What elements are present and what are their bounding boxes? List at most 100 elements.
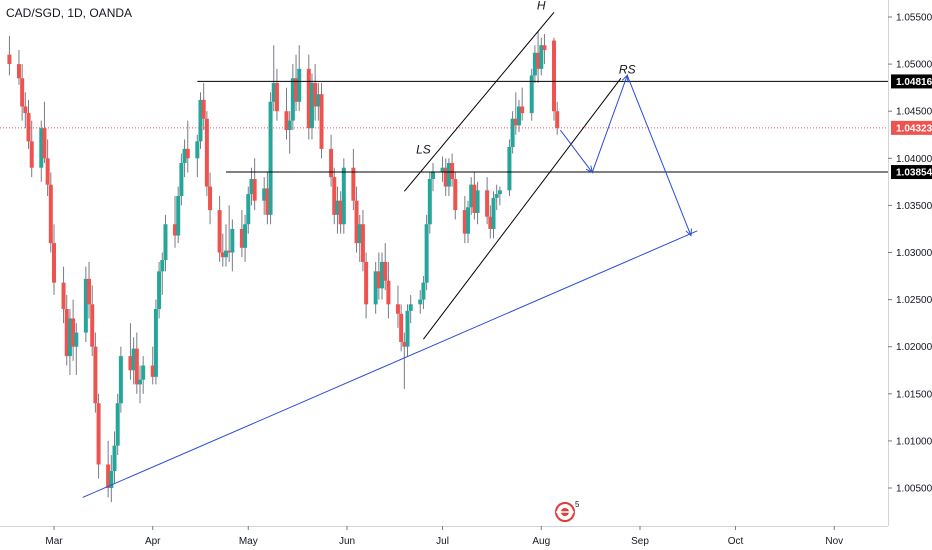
candle-body xyxy=(316,94,321,107)
y-tick-label: 1.01000 xyxy=(896,436,932,447)
candle-body xyxy=(204,118,209,187)
candle xyxy=(115,393,120,456)
candle xyxy=(157,261,162,319)
candle-body xyxy=(208,186,213,211)
candle-body xyxy=(472,184,477,213)
candle xyxy=(395,285,400,328)
candle xyxy=(294,54,299,112)
x-tick-label: Jul xyxy=(436,536,449,547)
candle-body xyxy=(265,188,270,215)
candle-body xyxy=(539,45,544,69)
candle xyxy=(306,54,311,140)
candle-body xyxy=(128,356,133,371)
candle xyxy=(48,172,53,253)
candle xyxy=(446,158,451,196)
annotations-layer: LS H RS xyxy=(416,0,636,157)
price-axis[interactable]: 1.00500 1.01000 1.01500 1.02000 1.02500 1.030… xyxy=(888,13,932,495)
pattern-label: LS xyxy=(416,143,431,157)
candle-body xyxy=(466,207,471,234)
chart-title: CAD/SGD, 1D, OANDA xyxy=(6,6,133,20)
projection-arrowhead xyxy=(621,74,629,83)
candle-body xyxy=(268,101,273,215)
candle xyxy=(249,167,254,206)
candle-body xyxy=(61,282,66,310)
trendline[interactable] xyxy=(403,11,555,192)
candle xyxy=(201,82,206,131)
x-tick-label: Oct xyxy=(728,536,744,547)
candle xyxy=(488,205,493,239)
candle-body xyxy=(313,82,318,107)
candle-body xyxy=(198,99,203,142)
candle-body xyxy=(163,224,168,261)
candle xyxy=(469,177,474,215)
candle-body xyxy=(424,224,429,283)
candle-body xyxy=(309,82,314,129)
candle xyxy=(185,120,190,173)
candle xyxy=(335,186,340,234)
candle xyxy=(16,49,21,85)
candle xyxy=(373,261,378,314)
candle-body xyxy=(440,167,445,173)
y-tick-label: 1.05000 xyxy=(896,60,932,71)
candle-body xyxy=(20,78,25,107)
candle-body xyxy=(427,179,432,225)
price-badge-bg xyxy=(891,165,932,180)
projection-path[interactable] xyxy=(559,73,692,236)
candle xyxy=(430,163,435,192)
candle-body xyxy=(532,52,537,76)
candle-body xyxy=(408,304,413,311)
candle xyxy=(329,134,334,187)
time-axis[interactable]: Mar Apr May Jun Jul Aug Sep Oct Nov xyxy=(45,526,843,547)
candle-body xyxy=(262,188,267,201)
candle-body xyxy=(249,179,254,195)
candle-body xyxy=(297,68,302,102)
candle-body xyxy=(332,177,337,215)
candle xyxy=(23,92,28,129)
y-tick-label: 1.02500 xyxy=(896,295,932,306)
candle-body xyxy=(354,200,359,244)
trendline[interactable] xyxy=(82,230,698,498)
candle-body xyxy=(160,260,165,272)
x-tick-label: Mar xyxy=(45,536,63,547)
candle xyxy=(109,455,114,503)
candle-body xyxy=(462,210,467,234)
candle-body xyxy=(542,45,547,50)
candle-body xyxy=(52,243,56,283)
candle xyxy=(134,332,139,394)
candle-body xyxy=(287,120,292,131)
candle xyxy=(494,184,499,211)
x-tick-label: Apr xyxy=(145,536,161,547)
candle xyxy=(462,195,467,244)
candle xyxy=(341,158,346,234)
candle-body xyxy=(64,309,69,357)
logo-badge: 5 xyxy=(575,500,580,509)
y-tick-label: 1.02000 xyxy=(896,342,932,353)
candle-body xyxy=(469,184,474,208)
candle-body xyxy=(201,99,206,119)
candle xyxy=(274,68,279,121)
candle xyxy=(182,139,187,178)
candle-body xyxy=(195,141,200,159)
candle-body xyxy=(290,78,295,121)
candle-body xyxy=(274,82,279,112)
candle-body xyxy=(284,111,289,131)
candle-body xyxy=(71,318,76,347)
candle-body xyxy=(507,146,512,191)
candle xyxy=(297,45,302,112)
candle-body xyxy=(48,184,53,244)
x-tick-label: Sep xyxy=(631,536,649,547)
candle xyxy=(239,210,244,258)
drawings-layer xyxy=(0,11,888,498)
candle xyxy=(45,139,50,196)
candle-body xyxy=(536,52,541,69)
candle xyxy=(83,266,88,342)
candle-body xyxy=(109,471,114,488)
x-tick-label: Jun xyxy=(339,536,355,547)
candle-body xyxy=(176,195,181,236)
candle xyxy=(316,82,321,121)
candle-body xyxy=(373,271,378,305)
candle xyxy=(354,186,359,253)
trendline[interactable] xyxy=(423,77,622,340)
candle xyxy=(443,158,448,196)
